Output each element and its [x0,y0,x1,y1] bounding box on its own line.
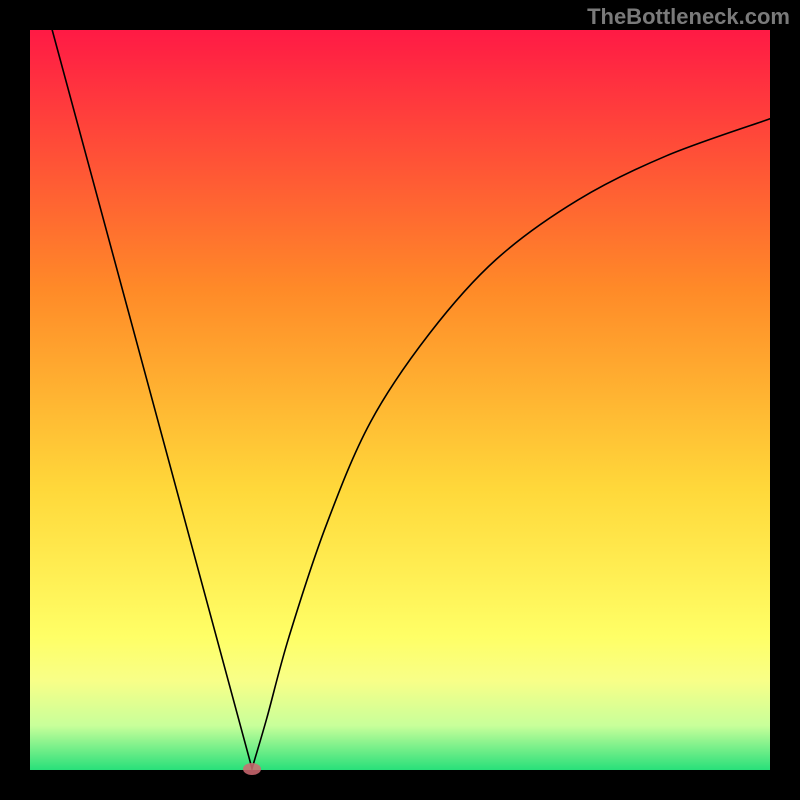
plot-area [30,30,770,770]
bottleneck-curve [52,30,770,769]
curve-svg [30,30,770,770]
minimum-marker [243,763,261,775]
chart-frame: TheBottleneck.com [0,0,800,800]
watermark-text: TheBottleneck.com [587,4,790,30]
